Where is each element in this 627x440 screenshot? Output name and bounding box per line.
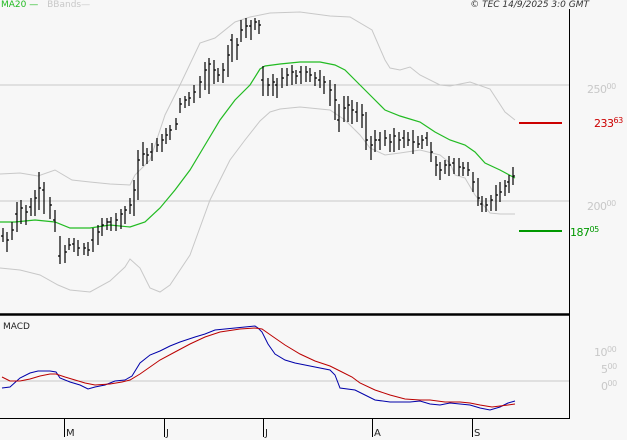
- x-label-september: S: [474, 428, 481, 439]
- x-label-august: A: [374, 428, 381, 439]
- macd-label-0: 000: [601, 379, 617, 393]
- legend-ma20: MA20 —: [1, 0, 39, 10]
- chart-legend: MA20 — BBands—: [1, 0, 90, 11]
- x-label-june: J: [166, 428, 169, 439]
- x-axis-ticks: [64, 419, 473, 437]
- support-label: 18705: [570, 225, 599, 239]
- ohlc-bars: [1, 18, 515, 264]
- price-label-250: 25000: [587, 82, 616, 96]
- copyright-timestamp: © TEC 14/9/2025 3:0 GMT: [470, 0, 589, 10]
- x-label-july: J: [265, 428, 268, 439]
- macd-line: [1, 325, 516, 411]
- ma20-line: [0, 61, 516, 229]
- legend-bbands: BBands—: [47, 0, 91, 10]
- resistance-label: 23363: [594, 116, 623, 130]
- price-label-200: 20000: [587, 199, 616, 213]
- macd-label-10: 1000: [594, 345, 617, 359]
- signal-line: [1, 327, 516, 408]
- macd-label-5: 500: [601, 362, 617, 376]
- bband-upper: [0, 11, 516, 186]
- x-label-may: M: [66, 428, 75, 439]
- bband-lower: [0, 106, 515, 293]
- macd-title: MACD: [3, 322, 30, 332]
